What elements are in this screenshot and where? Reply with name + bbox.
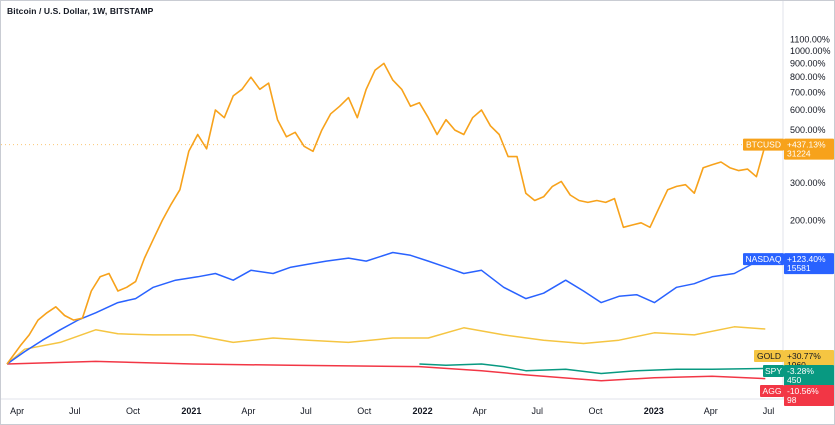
x-tick-label: Jul [300,406,312,416]
x-tick-label: Oct [589,406,604,416]
x-tick-label: Jul [69,406,81,416]
x-tick-label: 2022 [413,406,433,416]
y-tick-label: 800.00% [790,72,826,82]
y-tick-label: 200.00% [790,216,826,226]
nasdaq-line[interactable] [6,251,766,365]
tag-series-name: BTCUSD [746,140,781,150]
spy-tag: SPY -3.28%450 [763,365,834,386]
spy-line[interactable] [419,363,766,375]
x-tick-label: 2021 [181,406,201,416]
tag-series-name: SPY [765,366,782,376]
y-tick-label: 500.00% [790,125,826,135]
x-tick-label: Jul [763,406,775,416]
tag-series-name: AGG [763,386,782,396]
tag-change-value: +123.40% [787,254,826,264]
agg-tag: AGG -10.56%98 [760,385,834,406]
x-tick-label: 2023 [644,406,664,416]
tag-price-value: 31224 [787,149,811,159]
x-tick-label: Apr [704,406,718,416]
y-tick-label: 600.00% [790,105,826,115]
x-tick-label: Apr [241,406,255,416]
agg-line[interactable] [6,360,766,382]
y-tick-label: 1000.00% [790,46,831,56]
tag-change-value: -3.28% [787,366,814,376]
gold-line[interactable] [6,326,766,365]
tag-change-value: +30.77% [787,351,821,361]
nasdaq-tag: NASDAQ +123.40%15581 [743,253,834,275]
tag-series-name: NASDAQ [746,254,782,264]
y-tick-label: 300.00% [790,178,826,188]
x-tick-label: Apr [10,406,24,416]
btcusd-tag: BTCUSD +437.13%31224 [743,138,834,160]
tag-price-value: 15581 [787,263,811,273]
tag-change-value: -10.56% [787,386,819,396]
x-tick-label: Oct [126,406,141,416]
x-tick-label: Oct [357,406,372,416]
tag-price-value: 450 [787,375,801,385]
y-tick-label: 1100.00% [790,35,830,45]
tag-change-value: +437.13% [787,140,826,150]
chart-title: Bitcoin / U.S. Dollar, 1W, BITSTAMP [7,6,154,16]
x-tick-label: Apr [473,406,487,416]
btcusd-line[interactable] [6,62,767,365]
tag-series-name: GOLD [757,351,781,361]
y-tick-label: 700.00% [790,88,826,98]
x-tick-label: Jul [531,406,543,416]
y-tick-label: 900.00% [790,58,826,68]
tag-price-value: 98 [787,395,797,405]
